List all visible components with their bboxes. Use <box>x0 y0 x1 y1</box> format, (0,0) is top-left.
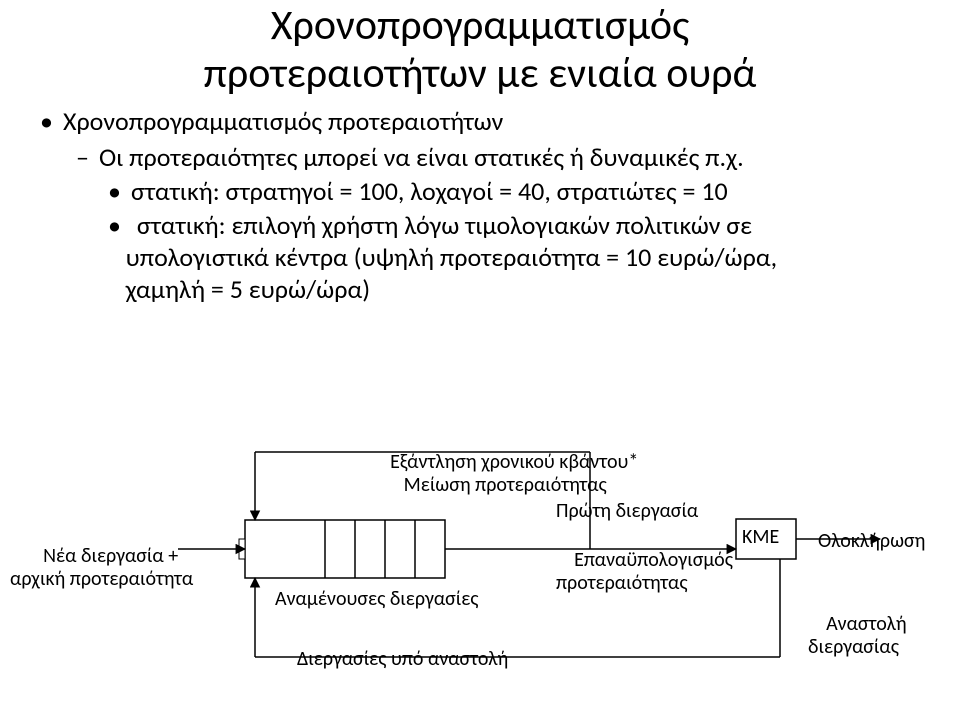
completion-label: Ολοκλήρωση <box>818 530 925 553</box>
recompute-priority-label: Επαναϋπολογισμόςπροτεραιότητας <box>556 526 733 618</box>
title-line-1: Χρονοπρογραμματισμός <box>271 0 690 51</box>
waiting-processes-label: Αναμένουσες διεργασίες <box>275 588 479 611</box>
title-line-2: προτεραιοτήτων με ενιαία ουρά <box>204 48 757 99</box>
bullet-level-3: στατική: επιλογή χρήστη λόγω τιμολογιακώ… <box>108 209 960 305</box>
bullet-level-1: Χρονοπρογραμματισμός προτεραιοτήτων <box>40 105 960 137</box>
suspend-process-label: Αναστολήδιεργασίας <box>808 590 907 682</box>
bullet-level-3: στατική: στρατηγοί = 100, λοχαγοί = 40, … <box>108 175 960 207</box>
bullet-level-2: Οι προτεραιότητες μπορεί να είναι στατικ… <box>76 141 960 173</box>
kme-label: KME <box>742 526 779 549</box>
scheduling-diagram: Εξάντληση χρονικού κβάντου*Μείωση προτερ… <box>0 402 960 709</box>
new-process-label: Νέα διεργασία +αρχική προτεραιότητα <box>10 522 193 614</box>
first-process-label: Πρώτη διεργασία <box>556 500 698 523</box>
suspended-processes-label: Διεργασίες υπό αναστολή <box>297 648 508 671</box>
bullet-list: Χρονοπρογραμματισμός προτεραιοτήτων Οι π… <box>40 105 960 305</box>
